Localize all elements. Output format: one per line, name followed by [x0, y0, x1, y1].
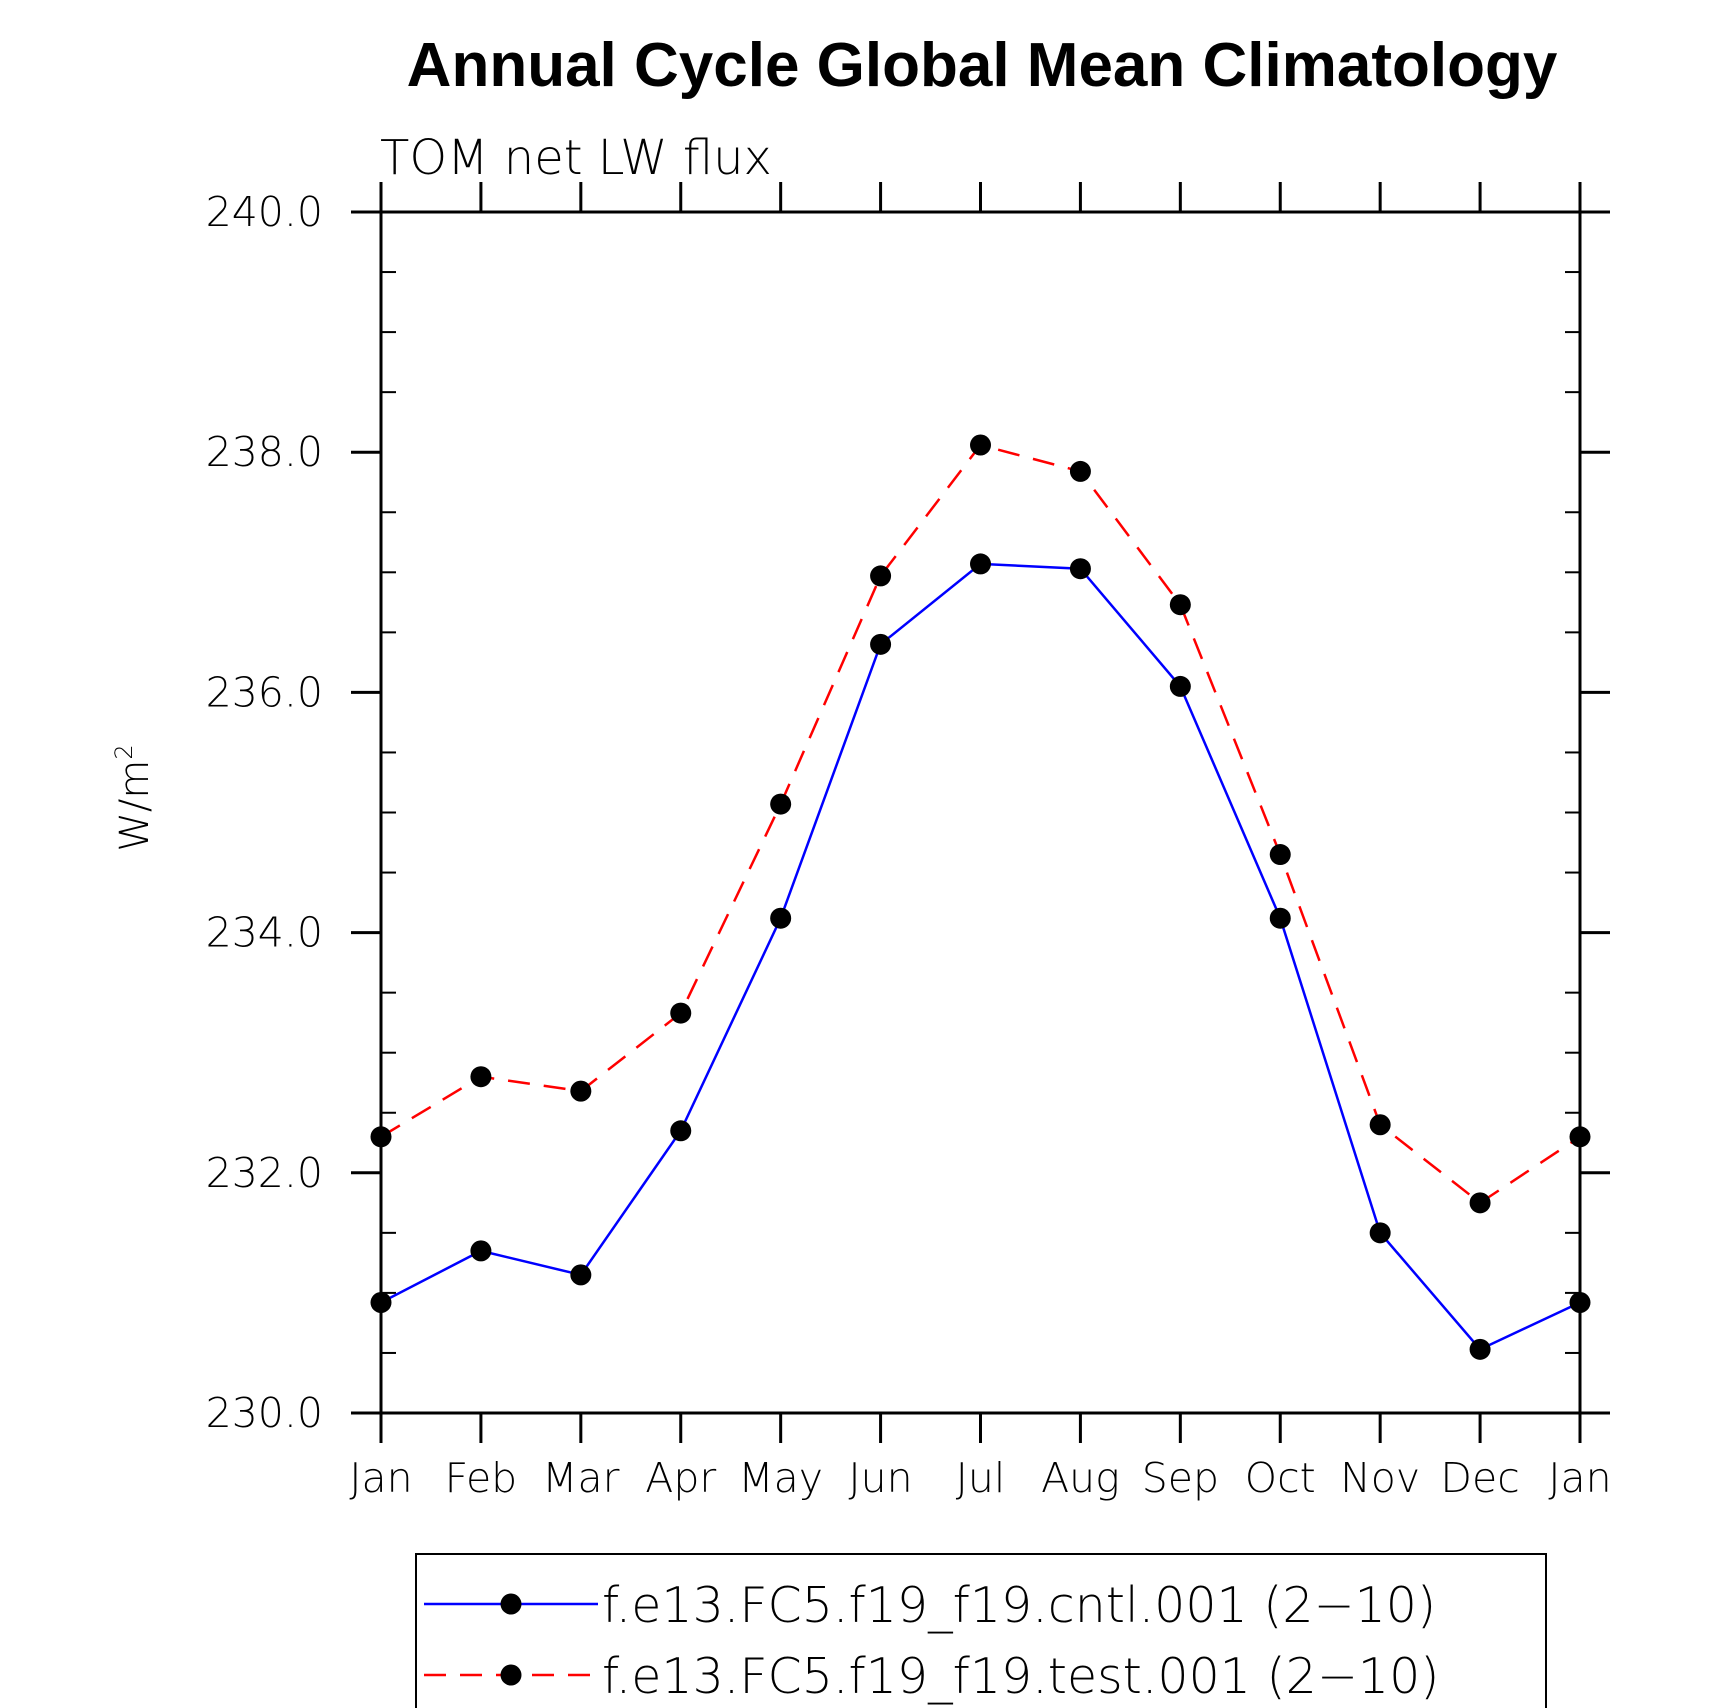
data-point-s0-6 [970, 553, 991, 575]
y-tick-label: 240.0 [206, 188, 323, 236]
x-tick-label: Nov [1340, 1454, 1420, 1502]
x-tick-label: Feb [445, 1454, 518, 1502]
data-point-s0-4 [770, 907, 792, 929]
y-tick-label: 232.0 [206, 1149, 323, 1197]
y-tick-label: 238.0 [206, 428, 323, 476]
plot-frame [379, 210, 1582, 1415]
data-point-s1-5 [870, 565, 892, 587]
chart-title: Annual Cycle Global Mean Climatology [407, 31, 1558, 100]
legend: f.e13.FC5.f19_f19.cntl.001 (2−10) f.e13.F… [415, 1553, 1547, 1708]
data-point-s1-7 [1069, 460, 1091, 482]
x-tick-label: Apr [645, 1454, 716, 1502]
data-point-s0-10 [1369, 1222, 1391, 1244]
data-point-s0-1 [470, 1240, 492, 1262]
x-axis-ticks: Jan Feb Mar Apr May Jun Jul Aug Sep Oct Nov Dec Jan [349, 182, 1612, 1502]
data-point-s1-6 [970, 434, 991, 456]
y-axis-label-text: W/m [112, 760, 158, 852]
data-point-s1-3 [670, 1002, 692, 1024]
x-tick-label: Jan [349, 1454, 412, 1502]
data-point-s1-2 [570, 1080, 592, 1102]
legend-box [415, 1553, 1547, 1708]
x-tick-label: Sep [1142, 1454, 1219, 1502]
y-axis-label-superscript: 2 [110, 744, 138, 759]
legend-label-1: f.e13.FC5.f19_f19.test.001 (2−10) [602, 1648, 1439, 1705]
series-points [370, 434, 1591, 1360]
x-tick-label: Dec [1440, 1454, 1519, 1502]
x-tick-label: May [738, 1454, 823, 1502]
chart-subtitle: TOM net LW flux [380, 130, 772, 186]
x-tick-label: Jul [956, 1454, 1005, 1502]
series-line-0 [380, 562, 1581, 1351]
data-point-s1-12 [1569, 1126, 1591, 1148]
y-axis-label: W/m2 [110, 744, 158, 851]
data-point-s1-10 [1369, 1114, 1391, 1136]
legend-label-0: f.e13.FC5.f19_f19.cntl.001 (2−10) [602, 1577, 1436, 1634]
data-point-s0-0 [370, 1292, 392, 1314]
data-point-s0-11 [1469, 1338, 1491, 1360]
legend-marker-1 [500, 1664, 522, 1686]
series-lines [380, 443, 1581, 1351]
data-point-s0-12 [1569, 1292, 1591, 1314]
data-point-s1-4 [770, 793, 792, 815]
x-tick-label: Mar [542, 1454, 619, 1502]
data-point-s1-11 [1469, 1192, 1491, 1214]
data-point-s1-1 [470, 1066, 492, 1088]
data-point-s0-2 [570, 1264, 592, 1286]
x-tick-label: Jun [849, 1454, 913, 1502]
data-point-s0-7 [1069, 558, 1091, 580]
data-point-s0-8 [1169, 675, 1191, 697]
data-point-s1-9 [1269, 844, 1291, 866]
svg-text:W/m2: W/m2 [110, 744, 158, 851]
data-point-s0-3 [670, 1120, 692, 1142]
y-tick-label: 236.0 [206, 668, 323, 716]
x-tick-label: Oct [1245, 1454, 1316, 1502]
x-tick-label: Jan [1548, 1454, 1611, 1502]
data-point-s1-0 [370, 1126, 392, 1148]
legend-marker-0 [500, 1593, 522, 1615]
data-point-s1-8 [1169, 594, 1191, 616]
y-tick-label: 230.0 [206, 1389, 323, 1437]
x-tick-label: Aug [1041, 1454, 1120, 1502]
data-point-s0-5 [870, 633, 892, 655]
data-point-s0-9 [1269, 907, 1291, 929]
y-axis-ticks: 230.0 232.0 234.0 236.0 238.0 240.0 [206, 188, 1610, 1437]
y-tick-label: 234.0 [206, 909, 323, 957]
